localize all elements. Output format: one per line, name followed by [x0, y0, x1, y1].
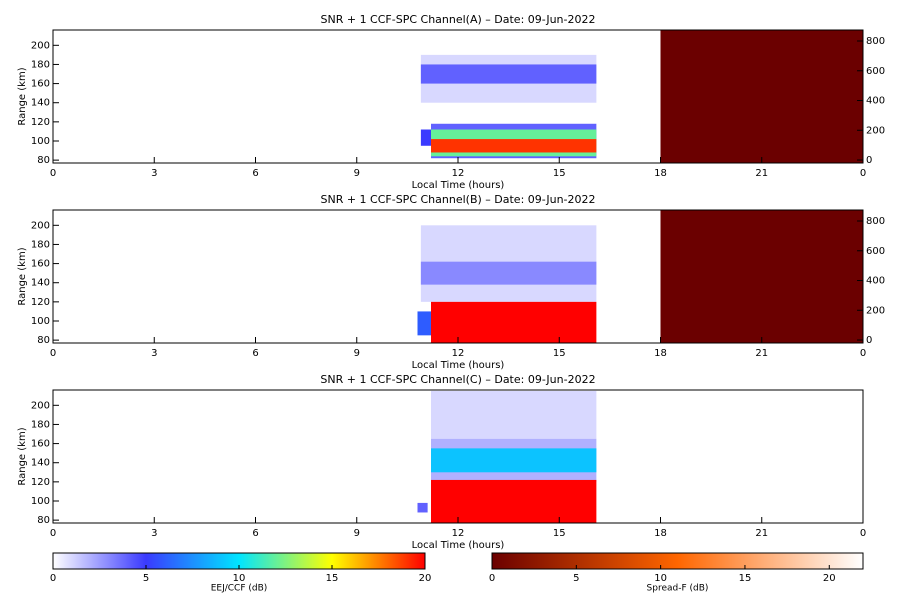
- y-tick-label: 200: [31, 40, 50, 51]
- colorbar-label: EEJ/CCF (dB): [211, 584, 268, 594]
- snr-region: [431, 448, 597, 473]
- y-tick-label: 160: [31, 439, 50, 450]
- snr-region: [417, 502, 428, 513]
- snr-region: [431, 390, 597, 439]
- y-tick-label: 140: [31, 278, 50, 289]
- x-tick-label: 0: [860, 528, 866, 539]
- y-axis-label: Range (km): [17, 67, 28, 125]
- x-tick-label: 3: [151, 348, 157, 359]
- snr-region: [431, 301, 597, 343]
- x-tick-label: 15: [553, 528, 566, 539]
- x-tick-label: 12: [452, 168, 465, 179]
- x-axis-label: Local Time (hours): [412, 180, 505, 191]
- y2-tick-label: 600: [866, 246, 885, 257]
- colorbar-tick-label: 10: [233, 573, 246, 584]
- colorbar: [491, 552, 864, 570]
- colorbar-tick-label: 10: [654, 573, 667, 584]
- panel-title: SNR + 1 CCF-SPC Channel(A) – Date: 09-Ju…: [321, 13, 596, 26]
- y2-tick-label: 400: [866, 96, 885, 107]
- x-tick-label: 3: [151, 528, 157, 539]
- x-tick-label: 9: [354, 348, 360, 359]
- y2-tick-label: 200: [866, 125, 885, 136]
- snr-region: [420, 261, 597, 285]
- colorbar-tick-label: 15: [739, 573, 752, 584]
- y-tick-label: 180: [31, 59, 50, 70]
- y-tick-label: 100: [31, 136, 50, 147]
- x-tick-label: 0: [860, 168, 866, 179]
- y-tick-label: 120: [31, 477, 50, 488]
- x-tick-label: 0: [50, 168, 56, 179]
- y-axis-label: Range (km): [17, 427, 28, 485]
- y-tick-label: 80: [37, 155, 50, 166]
- x-tick-label: 6: [252, 528, 258, 539]
- x-tick-label: 0: [50, 528, 56, 539]
- x-tick-label: 9: [354, 528, 360, 539]
- x-tick-label: 15: [553, 348, 566, 359]
- y-tick-label: 180: [31, 419, 50, 430]
- y2-tick-label: 600: [866, 66, 885, 77]
- snr-region: [417, 311, 431, 336]
- colorbar-tick-label: 5: [143, 573, 149, 584]
- colorbar-tick-label: 20: [419, 573, 432, 584]
- y-tick-label: 120: [31, 297, 50, 308]
- colorbar-tick-label: 0: [50, 573, 56, 584]
- y2-tick-label: 800: [866, 36, 885, 47]
- x-tick-label: 18: [654, 348, 667, 359]
- x-tick-label: 0: [860, 348, 866, 359]
- x-axis-label: Local Time (hours): [412, 360, 505, 371]
- spread-f-region: [660, 210, 863, 343]
- y-tick-label: 160: [31, 79, 50, 90]
- y2-tick-label: 0: [866, 155, 872, 166]
- y-tick-label: 140: [31, 458, 50, 469]
- panel-title: SNR + 1 CCF-SPC Channel(C) – Date: 09-Ju…: [320, 373, 595, 386]
- y-tick-label: 100: [31, 316, 50, 327]
- y-tick-label: 200: [31, 400, 50, 411]
- y2-tick-label: 0: [866, 335, 872, 346]
- spread-f-region: [660, 30, 863, 163]
- x-axis-label: Local Time (hours): [412, 540, 505, 551]
- y-tick-label: 80: [37, 335, 50, 346]
- y2-tick-label: 800: [866, 216, 885, 227]
- y-tick-label: 200: [31, 220, 50, 231]
- x-tick-label: 12: [452, 348, 465, 359]
- panel-title: SNR + 1 CCF-SPC Channel(B) – Date: 09-Ju…: [320, 193, 595, 206]
- snr-region: [420, 64, 597, 84]
- x-tick-label: 9: [354, 168, 360, 179]
- y-tick-label: 140: [31, 98, 50, 109]
- x-tick-label: 15: [553, 168, 566, 179]
- colorbar-tick-label: 20: [823, 573, 836, 584]
- colorbar-label: Spread-F (dB): [647, 584, 709, 594]
- x-tick-label: 18: [654, 168, 667, 179]
- snr-region: [420, 129, 431, 146]
- y-tick-label: 180: [31, 239, 50, 250]
- x-tick-label: 21: [755, 348, 768, 359]
- x-tick-label: 12: [452, 528, 465, 539]
- y-axis-label: Range (km): [17, 247, 28, 305]
- snr-region: [431, 139, 597, 153]
- x-tick-label: 6: [252, 168, 258, 179]
- x-tick-label: 21: [755, 168, 768, 179]
- y-tick-label: 80: [37, 515, 50, 526]
- x-tick-label: 18: [654, 528, 667, 539]
- x-tick-label: 6: [252, 348, 258, 359]
- y2-tick-label: 200: [866, 305, 885, 316]
- snr-region: [431, 479, 597, 523]
- y-tick-label: 160: [31, 259, 50, 270]
- y-tick-label: 120: [31, 117, 50, 128]
- x-tick-label: 0: [50, 348, 56, 359]
- colorbar-tick-label: 5: [573, 573, 579, 584]
- x-tick-label: 3: [151, 168, 157, 179]
- y-tick-label: 100: [31, 496, 50, 507]
- colorbar-tick-label: 15: [326, 573, 339, 584]
- x-tick-label: 21: [755, 528, 768, 539]
- colorbar-tick-label: 0: [489, 573, 495, 584]
- y2-tick-label: 400: [866, 276, 885, 287]
